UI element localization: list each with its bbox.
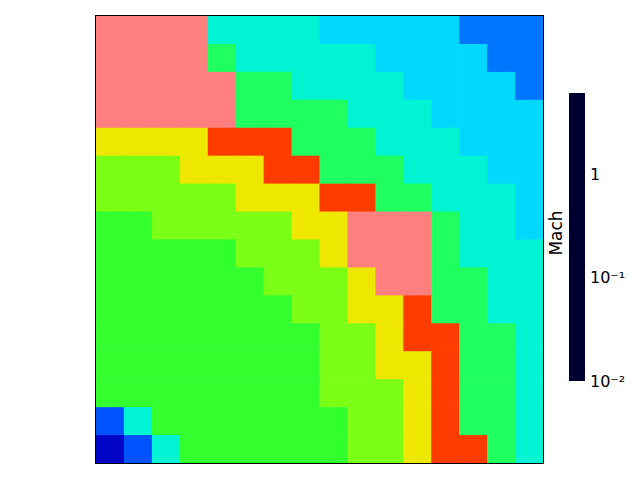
svg-text:10⁻¹: 10⁻¹ — [590, 268, 625, 287]
svg-text:1: 1 — [590, 165, 600, 184]
svg-text:10⁻²: 10⁻² — [590, 372, 625, 391]
svg-text:Mach: Mach — [546, 210, 566, 255]
